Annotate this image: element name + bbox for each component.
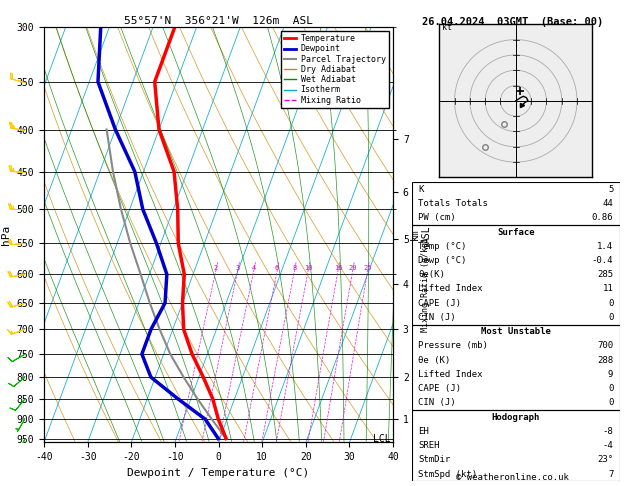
Text: 0: 0	[608, 299, 613, 308]
Text: Pressure (mb): Pressure (mb)	[418, 342, 488, 350]
Text: -4: -4	[603, 441, 613, 450]
Text: SREH: SREH	[418, 441, 440, 450]
Text: Hodograph: Hodograph	[492, 413, 540, 421]
Text: StmDir: StmDir	[418, 455, 450, 464]
Text: Most Unstable: Most Unstable	[481, 327, 551, 336]
Text: 0: 0	[608, 399, 613, 407]
Text: θe (K): θe (K)	[418, 356, 450, 364]
Text: -8: -8	[603, 427, 613, 436]
Text: Mixing Ratio (g/kg): Mixing Ratio (g/kg)	[421, 237, 430, 332]
Text: 6: 6	[275, 265, 279, 271]
Text: 16: 16	[333, 265, 342, 271]
Text: Lifted Index: Lifted Index	[418, 284, 482, 294]
Text: 9: 9	[608, 370, 613, 379]
Text: 700: 700	[597, 342, 613, 350]
Text: CIN (J): CIN (J)	[418, 399, 456, 407]
Text: 1.4: 1.4	[597, 242, 613, 251]
Text: Lifted Index: Lifted Index	[418, 370, 482, 379]
Text: 8: 8	[292, 265, 296, 271]
Text: © weatheronline.co.uk: © weatheronline.co.uk	[456, 473, 569, 482]
Text: 25: 25	[364, 265, 372, 271]
Text: -0.4: -0.4	[592, 256, 613, 265]
Text: CIN (J): CIN (J)	[418, 313, 456, 322]
Text: 7: 7	[608, 469, 613, 479]
Text: Temp (°C): Temp (°C)	[418, 242, 467, 251]
Text: Dewp (°C): Dewp (°C)	[418, 256, 467, 265]
Text: 44: 44	[603, 199, 613, 208]
Text: 0.86: 0.86	[592, 213, 613, 222]
Text: StmSpd (kt): StmSpd (kt)	[418, 469, 477, 479]
Bar	[412, 182, 620, 225]
Text: 4: 4	[252, 265, 256, 271]
Text: 0: 0	[608, 384, 613, 393]
Text: CAPE (J): CAPE (J)	[418, 299, 461, 308]
Text: Surface: Surface	[497, 227, 535, 237]
X-axis label: Dewpoint / Temperature (°C): Dewpoint / Temperature (°C)	[128, 468, 309, 478]
Text: 0: 0	[608, 313, 613, 322]
Text: 5: 5	[608, 185, 613, 194]
Text: EH: EH	[418, 427, 429, 436]
Bar	[412, 325, 620, 410]
Text: Totals Totals: Totals Totals	[418, 199, 488, 208]
Bar	[412, 225, 620, 325]
Text: 288: 288	[597, 356, 613, 364]
Y-axis label: km
ASL: km ASL	[410, 226, 431, 243]
Text: CAPE (J): CAPE (J)	[418, 384, 461, 393]
Text: LCL: LCL	[374, 434, 391, 444]
Text: 26.04.2024  03GMT  (Base: 00): 26.04.2024 03GMT (Base: 00)	[422, 17, 603, 27]
Text: 285: 285	[597, 270, 613, 279]
Legend: Temperature, Dewpoint, Parcel Trajectory, Dry Adiabat, Wet Adiabat, Isotherm, Mi: Temperature, Dewpoint, Parcel Trajectory…	[281, 31, 389, 108]
Text: kt: kt	[442, 23, 452, 33]
Y-axis label: hPa: hPa	[1, 225, 11, 244]
Bar	[412, 410, 620, 481]
Text: 3: 3	[235, 265, 240, 271]
Text: 10: 10	[304, 265, 312, 271]
Text: 20: 20	[348, 265, 357, 271]
Text: PW (cm): PW (cm)	[418, 213, 456, 222]
Title: 55°57'N  356°21'W  126m  ASL: 55°57'N 356°21'W 126m ASL	[124, 16, 313, 26]
Text: 2: 2	[214, 265, 218, 271]
Text: θe(K): θe(K)	[418, 270, 445, 279]
Text: 11: 11	[603, 284, 613, 294]
Text: K: K	[418, 185, 423, 194]
Text: 23°: 23°	[597, 455, 613, 464]
